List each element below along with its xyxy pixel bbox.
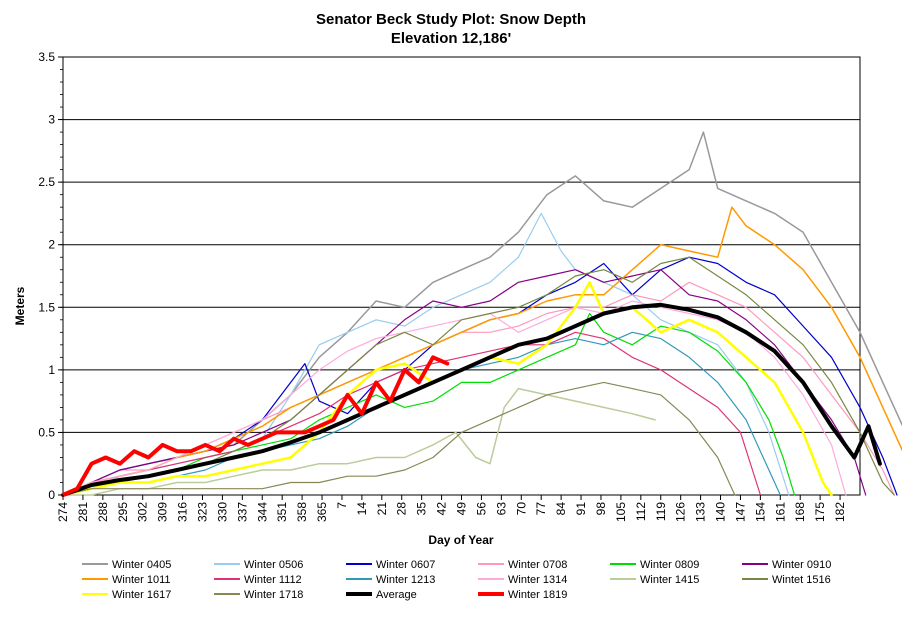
x-tick-label: 344	[255, 502, 269, 522]
x-tick-label: 140	[714, 502, 728, 522]
series-line-7	[62, 331, 761, 496]
x-tick-label: 126	[674, 502, 688, 522]
legend-label: Winter 1819	[508, 589, 567, 601]
legend-label: Winter 0910	[772, 559, 831, 571]
y-tick-label: 1.5	[38, 300, 55, 314]
legend-label: Winter 1617	[112, 589, 171, 601]
x-tick-label: 161	[773, 502, 787, 522]
x-tick-label: 119	[654, 502, 668, 521]
legend-label: Winter 0506	[244, 559, 303, 571]
y-tick-label: 3	[48, 113, 55, 127]
x-tick-label: 98	[594, 502, 608, 516]
x-tick-label: 182	[833, 502, 847, 522]
x-tick-label: 21	[375, 502, 389, 516]
legend-label: Winter 0708	[508, 559, 567, 571]
series-line-13	[62, 381, 736, 496]
x-tick-label: 316	[176, 502, 190, 522]
x-tick-label: 70	[514, 502, 528, 516]
legend-label: Winter 0405	[112, 559, 171, 571]
series-layer	[61, 131, 902, 497]
x-tick-label: 56	[474, 502, 488, 516]
x-tick-label: 84	[554, 502, 568, 516]
x-tick-label: 168	[793, 502, 807, 522]
series-line-15	[61, 355, 450, 497]
x-tick-label: 295	[116, 502, 130, 522]
x-tick-label: 309	[156, 502, 170, 522]
x-tick-label: 365	[315, 502, 329, 522]
x-tick-label: 330	[215, 502, 229, 522]
x-tick-label: 337	[235, 502, 249, 522]
x-tick-label: 112	[634, 502, 648, 521]
x-tick-label: 35	[415, 502, 429, 516]
x-tick-label: 91	[574, 502, 588, 516]
y-axis-title: Meters	[13, 286, 27, 325]
axis-layer: 0 0.5 1 1.5 2 2.5 3 3.5 274 281 288 295 302 309 316 323…	[38, 50, 847, 522]
legend-label: Winter 1415	[640, 574, 699, 586]
y-tick-label: 3.5	[38, 50, 55, 64]
x-tick-label: 14	[355, 502, 369, 516]
series-line-14	[61, 302, 882, 497]
x-tick-label: 154	[753, 502, 767, 522]
series-line-4	[62, 312, 796, 496]
y-tick-label: 1	[48, 363, 55, 377]
x-tick-label: 77	[534, 502, 548, 516]
x-tick-label: 42	[435, 502, 449, 516]
x-tick-label: 147	[733, 502, 747, 522]
legend-label: Average	[376, 589, 417, 601]
legend-label: Wintet 1516	[772, 574, 831, 586]
x-tick-label: 302	[136, 502, 150, 522]
chart-subtitle: Elevation 12,186'	[391, 30, 511, 47]
x-tick-label: 358	[295, 502, 309, 522]
plot-area	[62, 56, 861, 496]
x-tick-label: 28	[395, 502, 409, 516]
legend-label: Winter 0809	[640, 559, 699, 571]
legend: Winter 0405 Winter 0506 Winter 0607 Winter …	[82, 559, 831, 601]
legend-label: Winter 1314	[508, 574, 567, 586]
x-tick-label: 49	[455, 502, 469, 516]
legend-label: Winter 1718	[244, 589, 303, 601]
x-axis-title: Day of Year	[428, 533, 493, 547]
legend-label: Winter 1112	[244, 574, 302, 586]
x-tick-label: 175	[813, 502, 827, 522]
x-tick-label: 63	[494, 502, 508, 516]
x-tick-label: 133	[694, 502, 708, 522]
x-tick-label: 281	[76, 502, 90, 522]
legend-label: Winter 1011	[112, 574, 171, 586]
chart-title: Senator Beck Study Plot: Snow Depth	[316, 11, 586, 28]
legend-label: Winter 0607	[376, 559, 435, 571]
x-tick-label: 7	[335, 502, 349, 509]
y-tick-label: 0.5	[38, 425, 55, 439]
series-line-10	[62, 387, 656, 496]
x-tick-label: 351	[275, 502, 289, 522]
y-tick-label: 2	[48, 238, 55, 252]
y-tick-label: 0	[48, 488, 55, 502]
legend-label: Winter 1213	[376, 574, 435, 586]
x-tick-label: 288	[96, 502, 110, 522]
y-tick-label: 2.5	[38, 175, 55, 189]
x-tick-label: 105	[614, 502, 628, 522]
x-tick-label: 323	[195, 502, 209, 522]
x-tick-label: 274	[56, 502, 70, 522]
